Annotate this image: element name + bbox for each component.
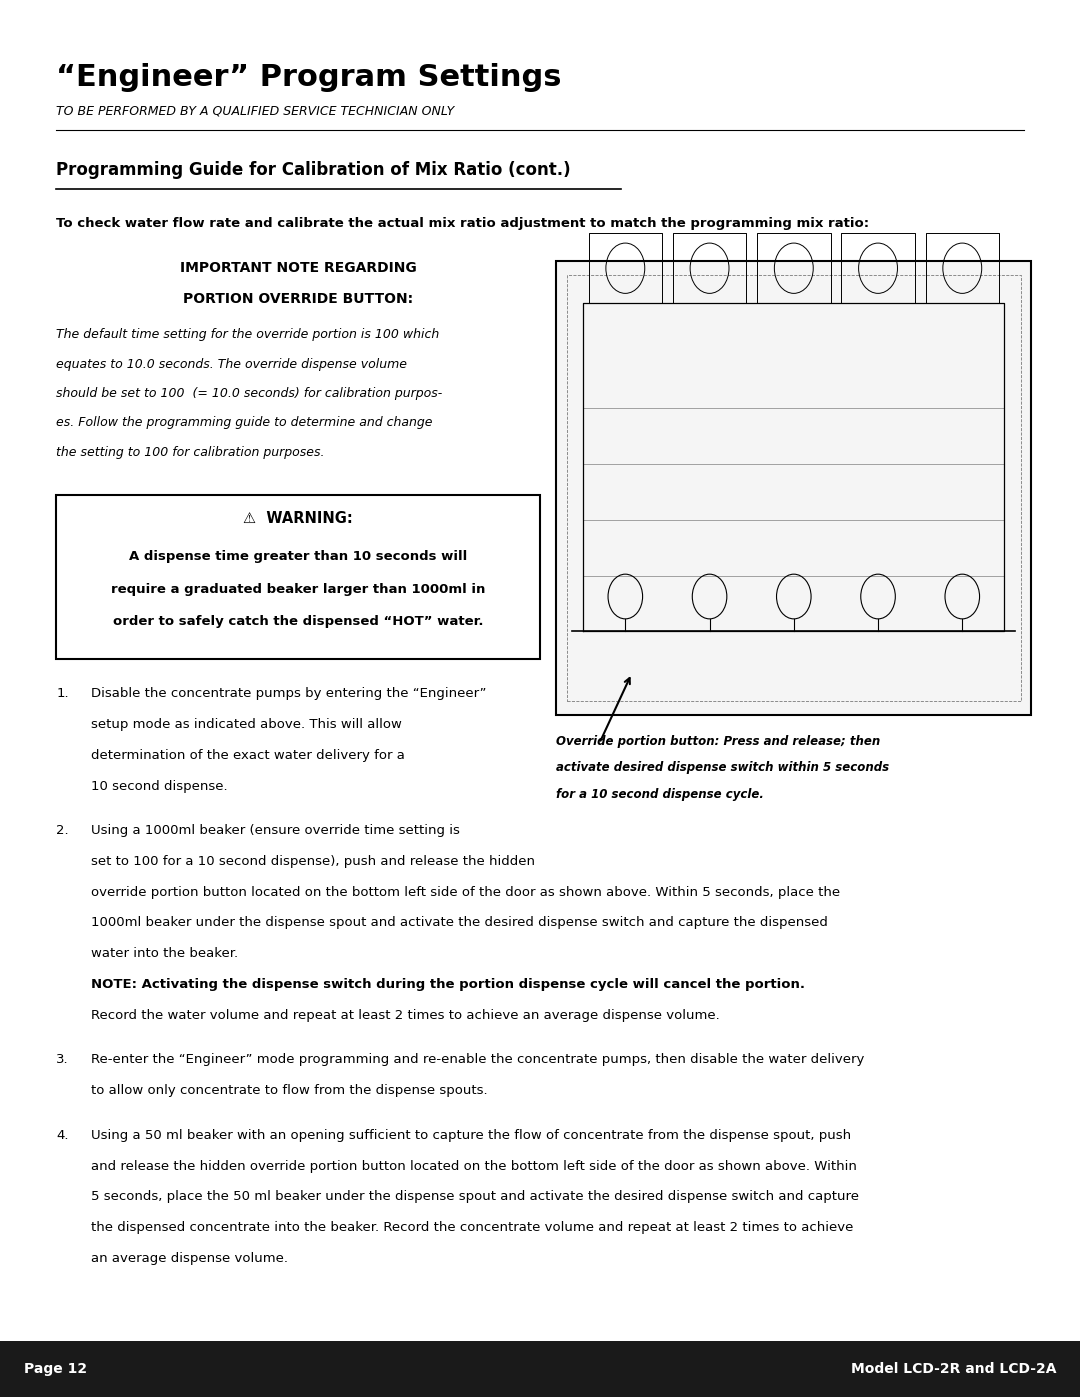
- Text: Programming Guide for Calibration of Mix Ratio (cont.): Programming Guide for Calibration of Mix…: [56, 161, 571, 179]
- Text: Record the water volume and repeat at least 2 times to achieve an average dispen: Record the water volume and repeat at le…: [91, 1009, 719, 1021]
- Text: Using a 50 ml beaker with an opening sufficient to capture the flow of concentra: Using a 50 ml beaker with an opening suf…: [91, 1129, 851, 1141]
- Text: activate desired dispense switch within 5 seconds: activate desired dispense switch within …: [556, 761, 889, 774]
- Text: and release the hidden override portion button located on the bottom left side o: and release the hidden override portion …: [91, 1160, 856, 1172]
- Text: an average dispense volume.: an average dispense volume.: [91, 1252, 287, 1264]
- Text: Model LCD-2R and LCD-2A: Model LCD-2R and LCD-2A: [851, 1362, 1056, 1376]
- Text: require a graduated beaker larger than 1000ml in: require a graduated beaker larger than 1…: [111, 583, 485, 595]
- Bar: [0, 1341, 1080, 1397]
- Text: equates to 10.0 seconds. The override dispense volume: equates to 10.0 seconds. The override di…: [56, 358, 407, 370]
- Text: Using a 1000ml beaker (ensure override time setting is: Using a 1000ml beaker (ensure override t…: [91, 824, 460, 837]
- Text: 4.: 4.: [56, 1129, 69, 1141]
- Text: Page 12: Page 12: [24, 1362, 86, 1376]
- Text: 3.: 3.: [56, 1053, 69, 1066]
- Text: TO BE PERFORMED BY A QUALIFIED SERVICE TECHNICIAN ONLY: TO BE PERFORMED BY A QUALIFIED SERVICE T…: [56, 105, 455, 117]
- Text: A dispense time greater than 10 seconds will: A dispense time greater than 10 seconds …: [129, 550, 468, 563]
- Text: ⚠  WARNING:: ⚠ WARNING:: [243, 511, 353, 527]
- Bar: [556, 261, 1031, 715]
- Text: for a 10 second dispense cycle.: for a 10 second dispense cycle.: [556, 788, 764, 800]
- Text: IMPORTANT NOTE REGARDING: IMPORTANT NOTE REGARDING: [179, 261, 417, 275]
- Text: Re-enter the “Engineer” mode programming and re-enable the concentrate pumps, th: Re-enter the “Engineer” mode programming…: [91, 1053, 864, 1066]
- Text: Override portion button: Press and release; then: Override portion button: Press and relea…: [556, 735, 880, 747]
- Text: determination of the exact water delivery for a: determination of the exact water deliver…: [91, 749, 405, 761]
- Text: water into the beaker.: water into the beaker.: [91, 947, 238, 960]
- Text: 10 second dispense.: 10 second dispense.: [91, 780, 228, 792]
- Text: the dispensed concentrate into the beaker. Record the concentrate volume and rep: the dispensed concentrate into the beake…: [91, 1221, 853, 1234]
- Text: 1.: 1.: [56, 687, 69, 700]
- Text: set to 100 for a 10 second dispense), push and release the hidden: set to 100 for a 10 second dispense), pu…: [91, 855, 535, 868]
- Text: should be set to 100  (= 10.0 seconds) for calibration purpos-: should be set to 100 (= 10.0 seconds) fo…: [56, 387, 443, 400]
- FancyBboxPatch shape: [56, 495, 540, 659]
- Text: “Engineer” Program Settings: “Engineer” Program Settings: [56, 63, 562, 92]
- Text: override portion button located on the bottom left side of the door as shown abo: override portion button located on the b…: [91, 886, 840, 898]
- Text: 1000ml beaker under the dispense spout and activate the desired dispense switch : 1000ml beaker under the dispense spout a…: [91, 916, 827, 929]
- Text: to allow only concentrate to flow from the dispense spouts.: to allow only concentrate to flow from t…: [91, 1084, 487, 1097]
- Text: 2.: 2.: [56, 824, 69, 837]
- Text: the setting to 100 for calibration purposes.: the setting to 100 for calibration purpo…: [56, 446, 325, 458]
- Text: es. Follow the programming guide to determine and change: es. Follow the programming guide to dete…: [56, 416, 433, 429]
- Text: 5 seconds, place the 50 ml beaker under the dispense spout and activate the desi: 5 seconds, place the 50 ml beaker under …: [91, 1190, 859, 1203]
- Text: Disable the concentrate pumps by entering the “Engineer”: Disable the concentrate pumps by enterin…: [91, 687, 486, 700]
- Text: The default time setting for the override portion is 100 which: The default time setting for the overrid…: [56, 328, 440, 341]
- Text: order to safely catch the dispensed “HOT” water.: order to safely catch the dispensed “HOT…: [112, 615, 484, 627]
- Text: To check water flow rate and calibrate the actual mix ratio adjustment to match : To check water flow rate and calibrate t…: [56, 217, 869, 229]
- Text: NOTE: Activating the dispense switch during the portion dispense cycle will canc: NOTE: Activating the dispense switch dur…: [91, 978, 805, 990]
- Text: PORTION OVERRIDE BUTTON:: PORTION OVERRIDE BUTTON:: [183, 292, 414, 306]
- Text: setup mode as indicated above. This will allow: setup mode as indicated above. This will…: [91, 718, 402, 731]
